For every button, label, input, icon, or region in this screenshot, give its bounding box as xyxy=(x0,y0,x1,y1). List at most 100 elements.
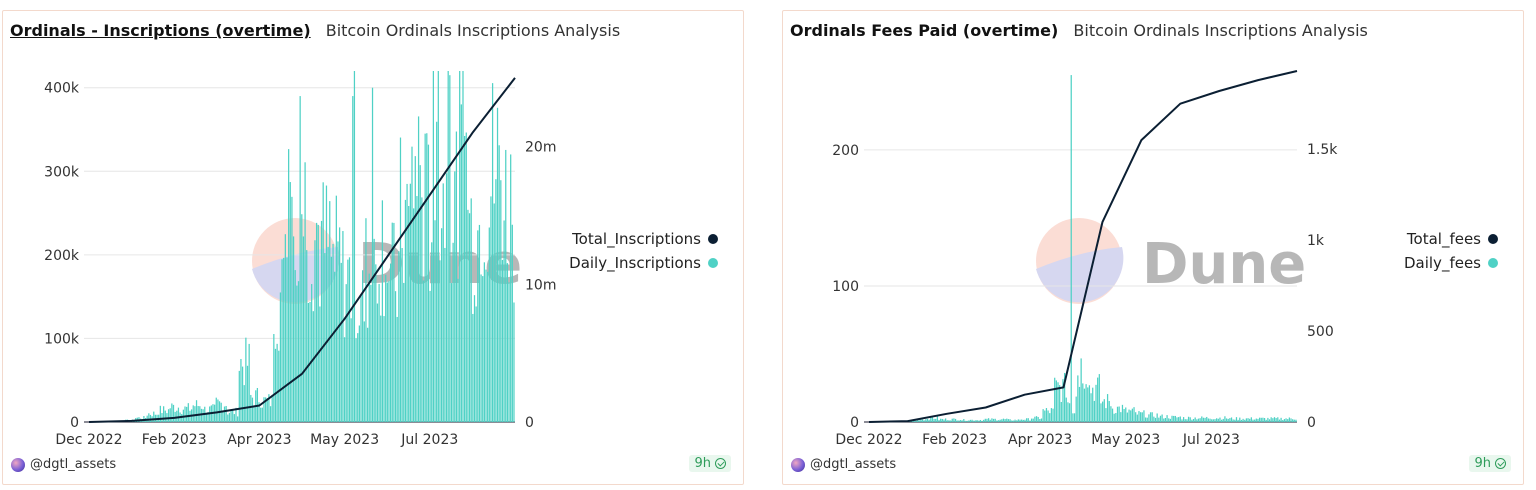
bar xyxy=(1149,412,1152,422)
legend-label: Daily_Inscriptions xyxy=(569,254,701,272)
bar xyxy=(1044,410,1046,422)
bar xyxy=(440,228,443,422)
legend-item-total[interactable]: Total_Inscriptions xyxy=(569,227,718,251)
bar xyxy=(983,419,985,422)
chart-panel-fees: Ordinals Fees Paid (overtime) Bitcoin Or… xyxy=(782,10,1524,485)
bar xyxy=(1019,419,1021,422)
bar xyxy=(1128,409,1130,422)
freshness-badge[interactable]: 9h xyxy=(689,455,731,472)
bar xyxy=(403,282,405,422)
avatar xyxy=(11,457,25,472)
bar xyxy=(1116,406,1119,422)
bar xyxy=(200,408,203,422)
bar xyxy=(406,183,408,422)
bar xyxy=(511,224,513,422)
bar xyxy=(913,420,915,422)
bar xyxy=(1080,358,1082,422)
check-circle-icon xyxy=(715,458,726,469)
bar xyxy=(439,260,441,422)
bar xyxy=(1125,407,1127,422)
bar xyxy=(1032,418,1034,422)
bar xyxy=(289,182,291,422)
legend-item-daily[interactable]: Daily_fees xyxy=(1404,251,1498,275)
bar xyxy=(1143,410,1145,422)
bar xyxy=(1070,75,1072,423)
bar xyxy=(1141,412,1143,422)
bar xyxy=(1242,418,1244,422)
bar xyxy=(1260,417,1262,422)
bar xyxy=(1009,419,1011,422)
legend-item-total[interactable]: Total_fees xyxy=(1404,227,1498,251)
bar xyxy=(1059,385,1061,422)
bar xyxy=(306,250,308,422)
bar xyxy=(284,234,286,422)
bar xyxy=(971,419,973,422)
bar xyxy=(1174,415,1176,422)
chart-title[interactable]: Ordinals Fees Paid (overtime) xyxy=(790,21,1059,40)
freshness-badge[interactable]: 9h xyxy=(1469,455,1511,472)
x-tick-label: Feb 2023 xyxy=(142,432,207,448)
bar xyxy=(1255,418,1257,422)
bar xyxy=(1001,419,1003,422)
x-tick-label: Jul 2023 xyxy=(400,432,458,448)
bar xyxy=(274,348,277,422)
bar xyxy=(258,402,260,422)
bar xyxy=(421,197,423,422)
bar xyxy=(358,325,360,422)
bar xyxy=(1232,419,1234,422)
bar xyxy=(916,418,919,422)
bar xyxy=(1290,418,1292,422)
y-right-tick-label: 20m xyxy=(525,140,556,156)
bar xyxy=(1179,416,1181,422)
bar xyxy=(1219,417,1221,422)
bar xyxy=(1090,393,1092,422)
bar xyxy=(485,269,487,422)
y-left-tick-label: 300k xyxy=(44,164,80,180)
bar xyxy=(1034,416,1036,422)
bar xyxy=(408,206,410,422)
bar xyxy=(386,282,388,422)
bar xyxy=(1278,419,1281,422)
legend-label: Daily_fees xyxy=(1403,254,1481,272)
bar xyxy=(355,338,357,422)
chart-title[interactable]: Ordinals - Inscriptions (overtime) xyxy=(10,21,311,40)
bar xyxy=(1030,418,1033,422)
author-link[interactable]: @dgtl_assets xyxy=(11,457,116,472)
bar xyxy=(1158,417,1160,422)
legend-item-daily[interactable]: Daily_Inscriptions xyxy=(569,251,718,275)
bar-series-Daily_Inscriptions xyxy=(112,71,515,423)
author-link[interactable]: @dgtl_assets xyxy=(791,457,896,472)
bar xyxy=(1224,416,1226,422)
bar xyxy=(979,419,981,422)
bar xyxy=(1073,413,1076,422)
bar xyxy=(1209,418,1211,422)
bar xyxy=(997,420,1000,422)
panel-header: Ordinals Fees Paid (overtime) Bitcoin Or… xyxy=(790,21,1368,40)
bar xyxy=(1156,413,1158,422)
bar xyxy=(1182,417,1185,422)
bar xyxy=(1206,416,1208,422)
bar xyxy=(1222,418,1224,422)
bar xyxy=(943,419,945,422)
bar xyxy=(389,263,392,422)
bar xyxy=(340,262,342,422)
bar xyxy=(202,409,204,422)
y-left-tick-label: 400k xyxy=(44,81,80,97)
bar xyxy=(171,403,173,422)
bar xyxy=(1204,417,1206,422)
bar xyxy=(330,256,333,422)
bar xyxy=(490,196,492,422)
bar xyxy=(269,406,272,422)
bar xyxy=(1126,412,1129,422)
bar xyxy=(1078,386,1081,422)
y-right-tick-label: 500 xyxy=(1307,324,1334,340)
bar xyxy=(315,222,318,422)
bar xyxy=(1063,372,1066,422)
bar xyxy=(964,420,967,422)
bar xyxy=(307,302,310,422)
bar xyxy=(1244,419,1246,422)
bar xyxy=(366,327,369,422)
bar xyxy=(1011,420,1013,422)
bar xyxy=(935,418,937,422)
